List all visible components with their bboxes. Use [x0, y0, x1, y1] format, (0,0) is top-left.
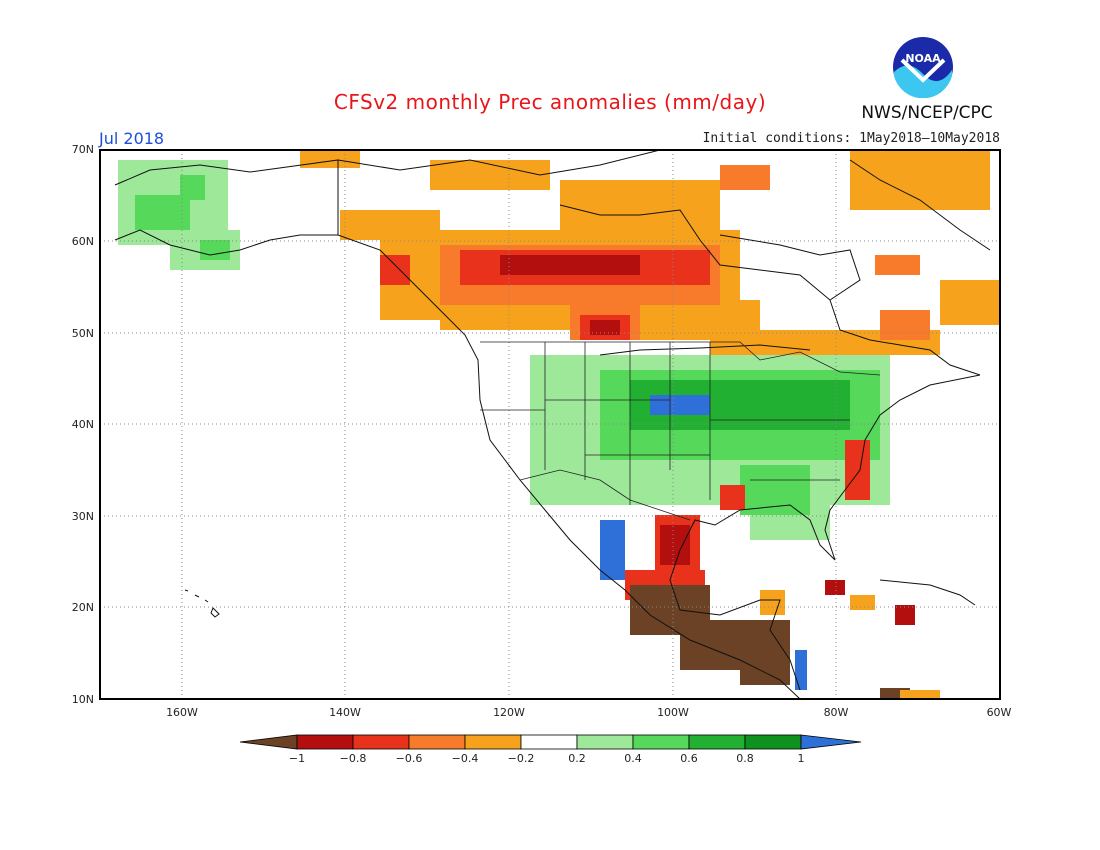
hawaii-islands	[184, 589, 220, 618]
colorbar-label: 0.6	[680, 752, 698, 765]
colorbar-swatch	[744, 734, 802, 750]
lon-label: 120W	[493, 706, 525, 719]
map-frame	[99, 149, 1001, 700]
lon-label: 140W	[329, 706, 361, 719]
colorbar-label: 0.8	[736, 752, 754, 765]
agency-label: NWS/NCEP/CPC	[861, 103, 993, 123]
lon-label: 60W	[986, 706, 1012, 719]
lat-label: 20N	[71, 601, 94, 614]
borders	[480, 341, 881, 521]
colorbar-label: 0.4	[624, 752, 642, 765]
colorbar-swatch	[576, 734, 634, 750]
colorbar-swatch	[296, 734, 354, 750]
colorbar-label: −1	[288, 752, 306, 765]
lon-label: 100W	[657, 706, 689, 719]
graticule	[100, 150, 1000, 699]
lon-label: 80W	[823, 706, 849, 719]
coastlines	[114, 150, 991, 699]
lat-label: 30N	[71, 510, 94, 523]
noaa-logo: NOAA	[893, 37, 953, 98]
colorbar-label: 1	[797, 752, 805, 765]
lat-label: 70N	[71, 143, 94, 156]
lat-label: 40N	[71, 418, 94, 431]
map-title: CFSv2 monthly Prec anomalies (mm/day)	[333, 90, 767, 114]
colorbar-swatch	[408, 734, 466, 750]
alaska-wet-region	[118, 160, 240, 270]
colorbar-swatch	[632, 734, 690, 750]
colorbar-label: −0.2	[507, 752, 535, 765]
colorbar-label: −0.4	[451, 752, 479, 765]
lon-label: 160W	[166, 706, 198, 719]
colorbar-swatch	[688, 734, 746, 750]
colorbar-arrow-right	[800, 734, 862, 750]
noaa-logo-text: NOAA	[905, 52, 941, 65]
colorbar-arrow-left	[239, 734, 298, 750]
colorbar-label: −0.6	[395, 752, 423, 765]
lat-label: 10N	[71, 693, 94, 706]
initial-conditions: Initial conditions: 1May2018–10May2018	[702, 131, 1000, 146]
colorbar-label: 0.2	[568, 752, 586, 765]
forecast-month: Jul 2018	[99, 129, 165, 148]
lat-label: 60N	[71, 235, 94, 248]
colorbar-swatch	[464, 734, 522, 750]
colorbar-swatch	[520, 734, 578, 750]
colorbar-swatch	[352, 734, 410, 750]
lat-label: 50N	[71, 327, 94, 340]
canada-dry-region	[300, 150, 1000, 355]
mexico-dry-region	[625, 440, 870, 600]
colorbar-label: −0.8	[339, 752, 367, 765]
us-wet-region	[530, 355, 890, 540]
